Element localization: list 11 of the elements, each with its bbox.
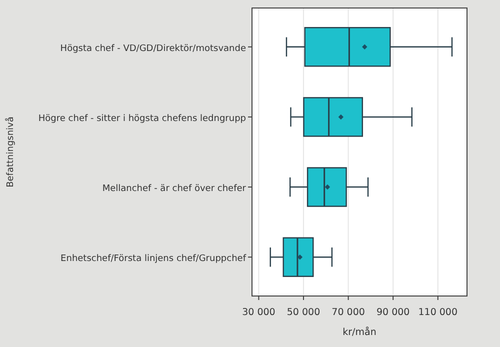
x-tick-label: 30 000 — [242, 307, 276, 318]
x-tick-label: 50 000 — [286, 307, 320, 318]
x-tick-label: 110 000 — [418, 307, 458, 318]
x-tick-label: 90 000 — [376, 307, 410, 318]
y-tick-label: Högre chef - sitter i högsta chefens ledngrupp — [38, 114, 246, 124]
y-tick-label: Mellanchef - är chef över chefer — [102, 184, 246, 194]
y-tick-label: Enhetschef/Första linjens chef/Gruppchef — [60, 254, 247, 264]
y-axis-title: Befattningsnivå — [5, 116, 16, 188]
y-tick-label: Högsta chef - VD/GD/Direktör/motsvande — [60, 44, 246, 54]
x-tick-label: 70 000 — [332, 307, 365, 318]
x-axis-title: kr/mån — [342, 326, 376, 338]
